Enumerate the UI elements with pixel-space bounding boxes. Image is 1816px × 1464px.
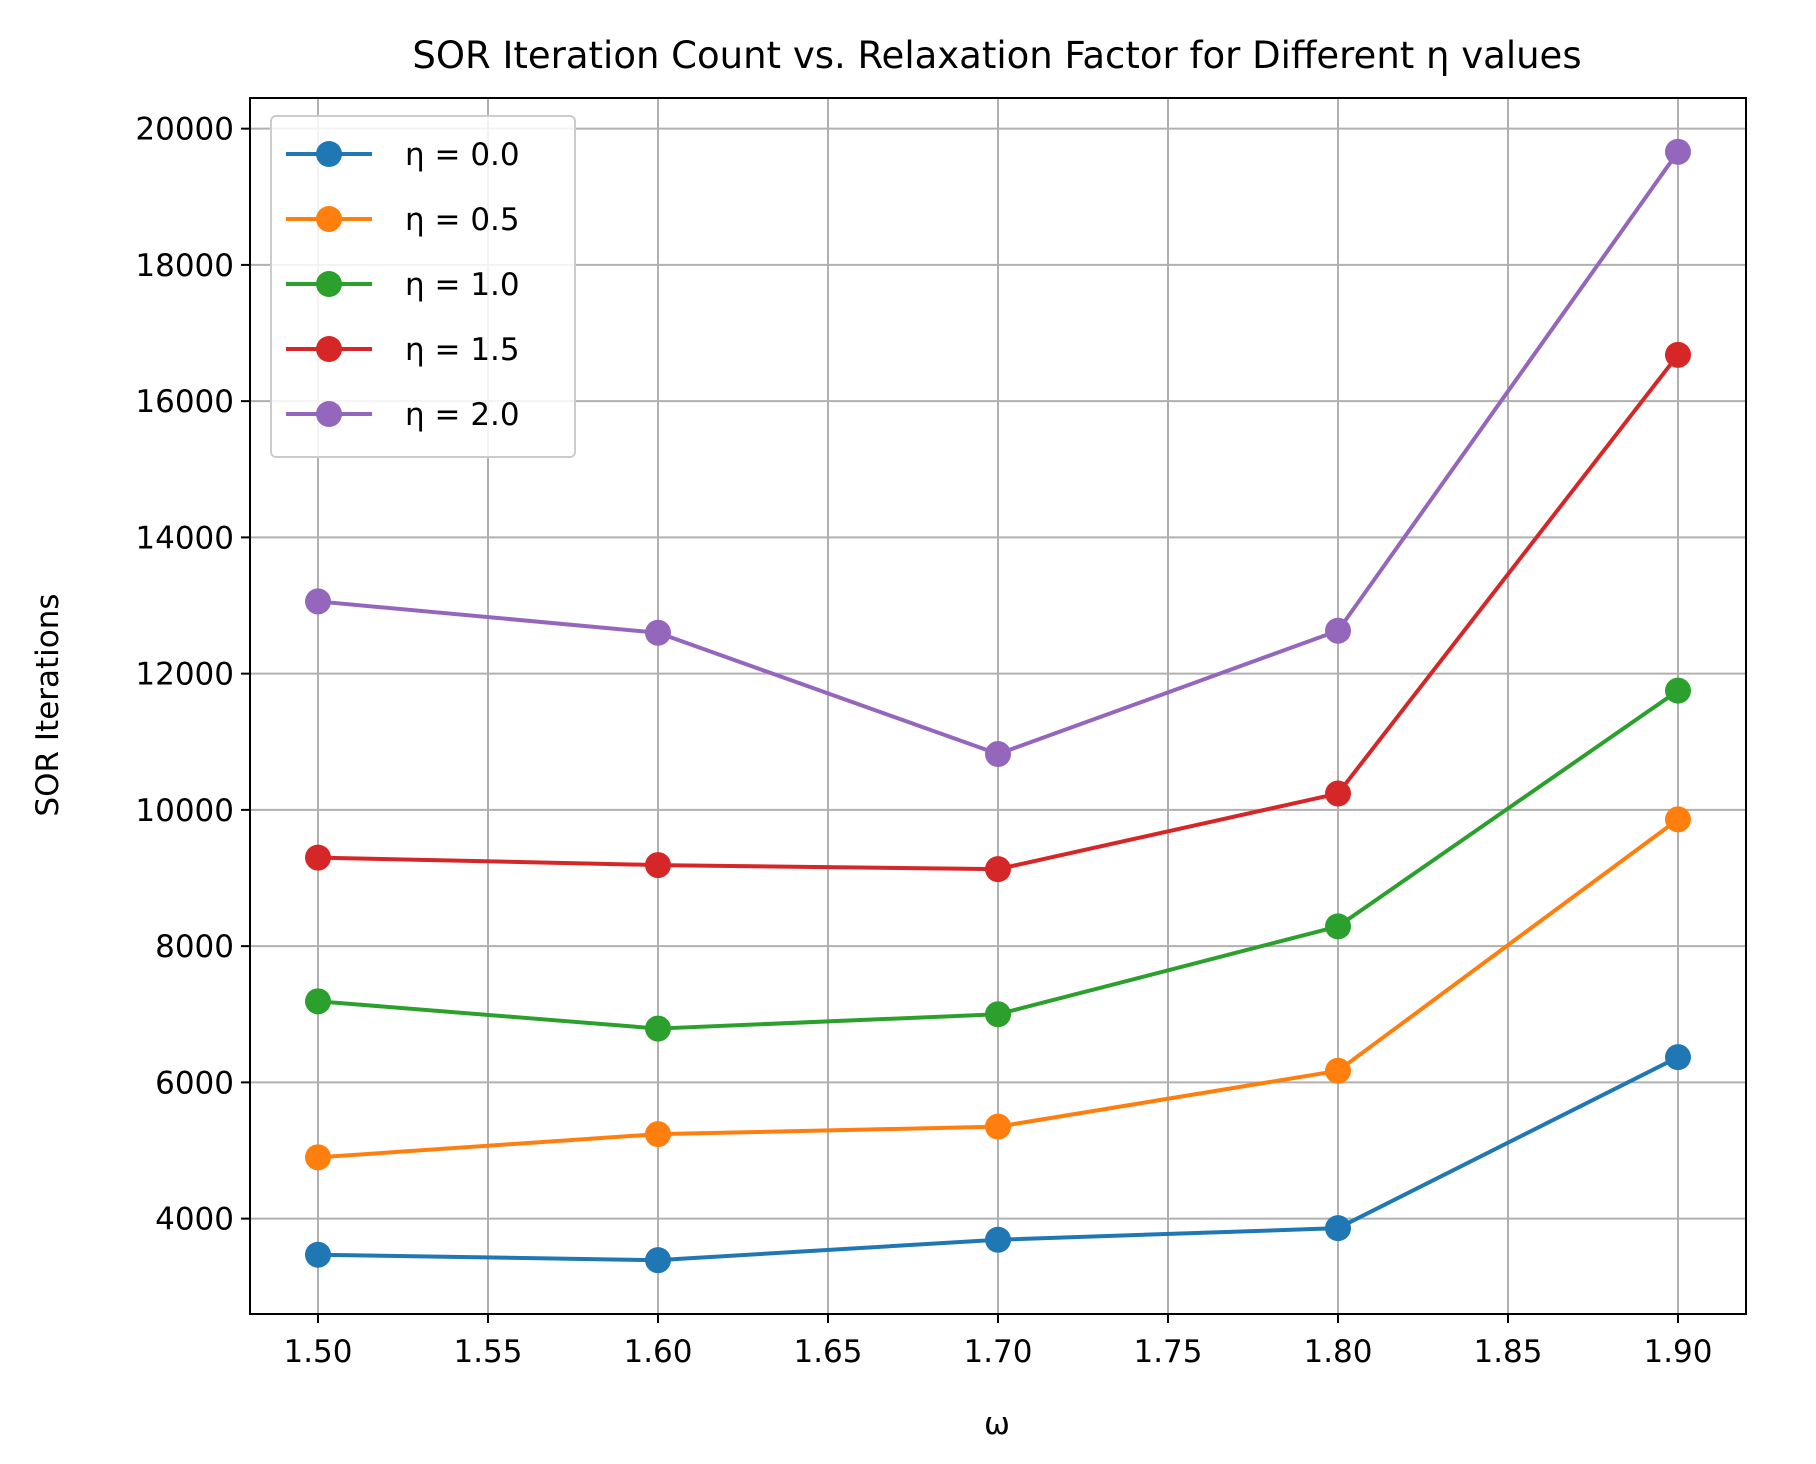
data-point xyxy=(645,1247,671,1274)
y-axis-ticks: 4000 6000 8000 10000 12000 14000 16000 18000 200… xyxy=(135,112,250,1238)
data-point xyxy=(985,856,1011,883)
legend-marker xyxy=(316,271,342,297)
data-point xyxy=(1325,1057,1351,1084)
data-point xyxy=(985,1001,1011,1028)
data-point xyxy=(985,741,1011,768)
data-point xyxy=(1665,677,1691,704)
y-tick-label: 12000 xyxy=(135,657,234,693)
series-1 xyxy=(305,806,1691,1171)
legend-item: η = 1.5 xyxy=(286,332,520,368)
y-tick-label: 4000 xyxy=(155,1202,234,1238)
legend-label: η = 1.5 xyxy=(405,332,520,368)
chart-title: SOR Iteration Count vs. Relaxation Facto… xyxy=(412,34,1581,77)
data-point xyxy=(1325,780,1351,807)
data-point xyxy=(305,1144,331,1171)
y-tick-label: 14000 xyxy=(135,520,234,556)
x-tick-label: 1.85 xyxy=(1473,1334,1542,1370)
legend-marker xyxy=(316,206,342,232)
legend-box xyxy=(270,115,576,458)
x-tick-label: 1.75 xyxy=(1133,1334,1202,1370)
data-point xyxy=(645,1015,671,1042)
data-point xyxy=(985,1226,1011,1253)
data-point xyxy=(305,588,331,615)
x-tick-label: 1.90 xyxy=(1643,1334,1712,1370)
series-3 xyxy=(305,341,1691,883)
legend-item: η = 0.0 xyxy=(286,137,520,173)
x-tick-label: 1.80 xyxy=(1303,1334,1372,1370)
y-tick-label: 18000 xyxy=(135,248,234,284)
data-point xyxy=(645,1121,671,1148)
data-point xyxy=(1665,1044,1691,1071)
y-tick-label: 6000 xyxy=(155,1065,234,1101)
x-tick-label: 1.70 xyxy=(963,1334,1032,1370)
y-tick-label: 16000 xyxy=(135,384,234,420)
grid xyxy=(250,98,1746,1314)
series-4 xyxy=(305,138,1691,768)
legend-label: η = 0.5 xyxy=(405,202,520,238)
y-tick-label: 8000 xyxy=(155,929,234,965)
series-lines xyxy=(305,138,1691,1274)
legend-marker xyxy=(316,401,342,427)
data-point xyxy=(645,619,671,646)
data-point xyxy=(305,1241,331,1268)
data-point xyxy=(1325,1215,1351,1242)
legend-marker xyxy=(316,336,342,362)
y-tick-label: 10000 xyxy=(135,793,234,829)
x-tick-label: 1.55 xyxy=(453,1334,522,1370)
data-point xyxy=(1665,806,1691,833)
x-tick-label: 1.65 xyxy=(793,1334,862,1370)
y-tick-label: 20000 xyxy=(135,112,234,148)
legend-item: η = 1.0 xyxy=(286,267,520,303)
data-point xyxy=(305,988,331,1015)
legend-label: η = 0.0 xyxy=(405,137,520,173)
y-axis-label: SOR Iterations xyxy=(30,593,66,816)
data-point xyxy=(1665,341,1691,368)
x-axis-label: ω xyxy=(984,1406,1010,1442)
data-point xyxy=(985,1113,1011,1140)
data-point xyxy=(645,852,671,879)
data-point xyxy=(1325,617,1351,644)
series-2 xyxy=(305,677,1691,1042)
legend-item: η = 2.0 xyxy=(286,397,520,433)
series-0 xyxy=(305,1044,1691,1274)
legend-marker xyxy=(316,141,342,167)
x-tick-label: 1.50 xyxy=(283,1334,352,1370)
x-axis-ticks: 1.50 1.55 1.60 1.65 1.70 1.75 1.80 1.85 1.90 xyxy=(283,1314,1713,1370)
legend-item: η = 0.5 xyxy=(286,202,520,238)
legend-label: η = 2.0 xyxy=(405,397,520,433)
data-point xyxy=(1325,913,1351,940)
legend-label: η = 1.0 xyxy=(405,267,520,303)
data-point xyxy=(305,844,331,871)
data-point xyxy=(1665,138,1691,165)
x-tick-label: 1.60 xyxy=(623,1334,692,1370)
legend: η = 0.0 η = 0.5 η = 1.0 η = 1.5 η = 2.0 xyxy=(270,115,576,458)
